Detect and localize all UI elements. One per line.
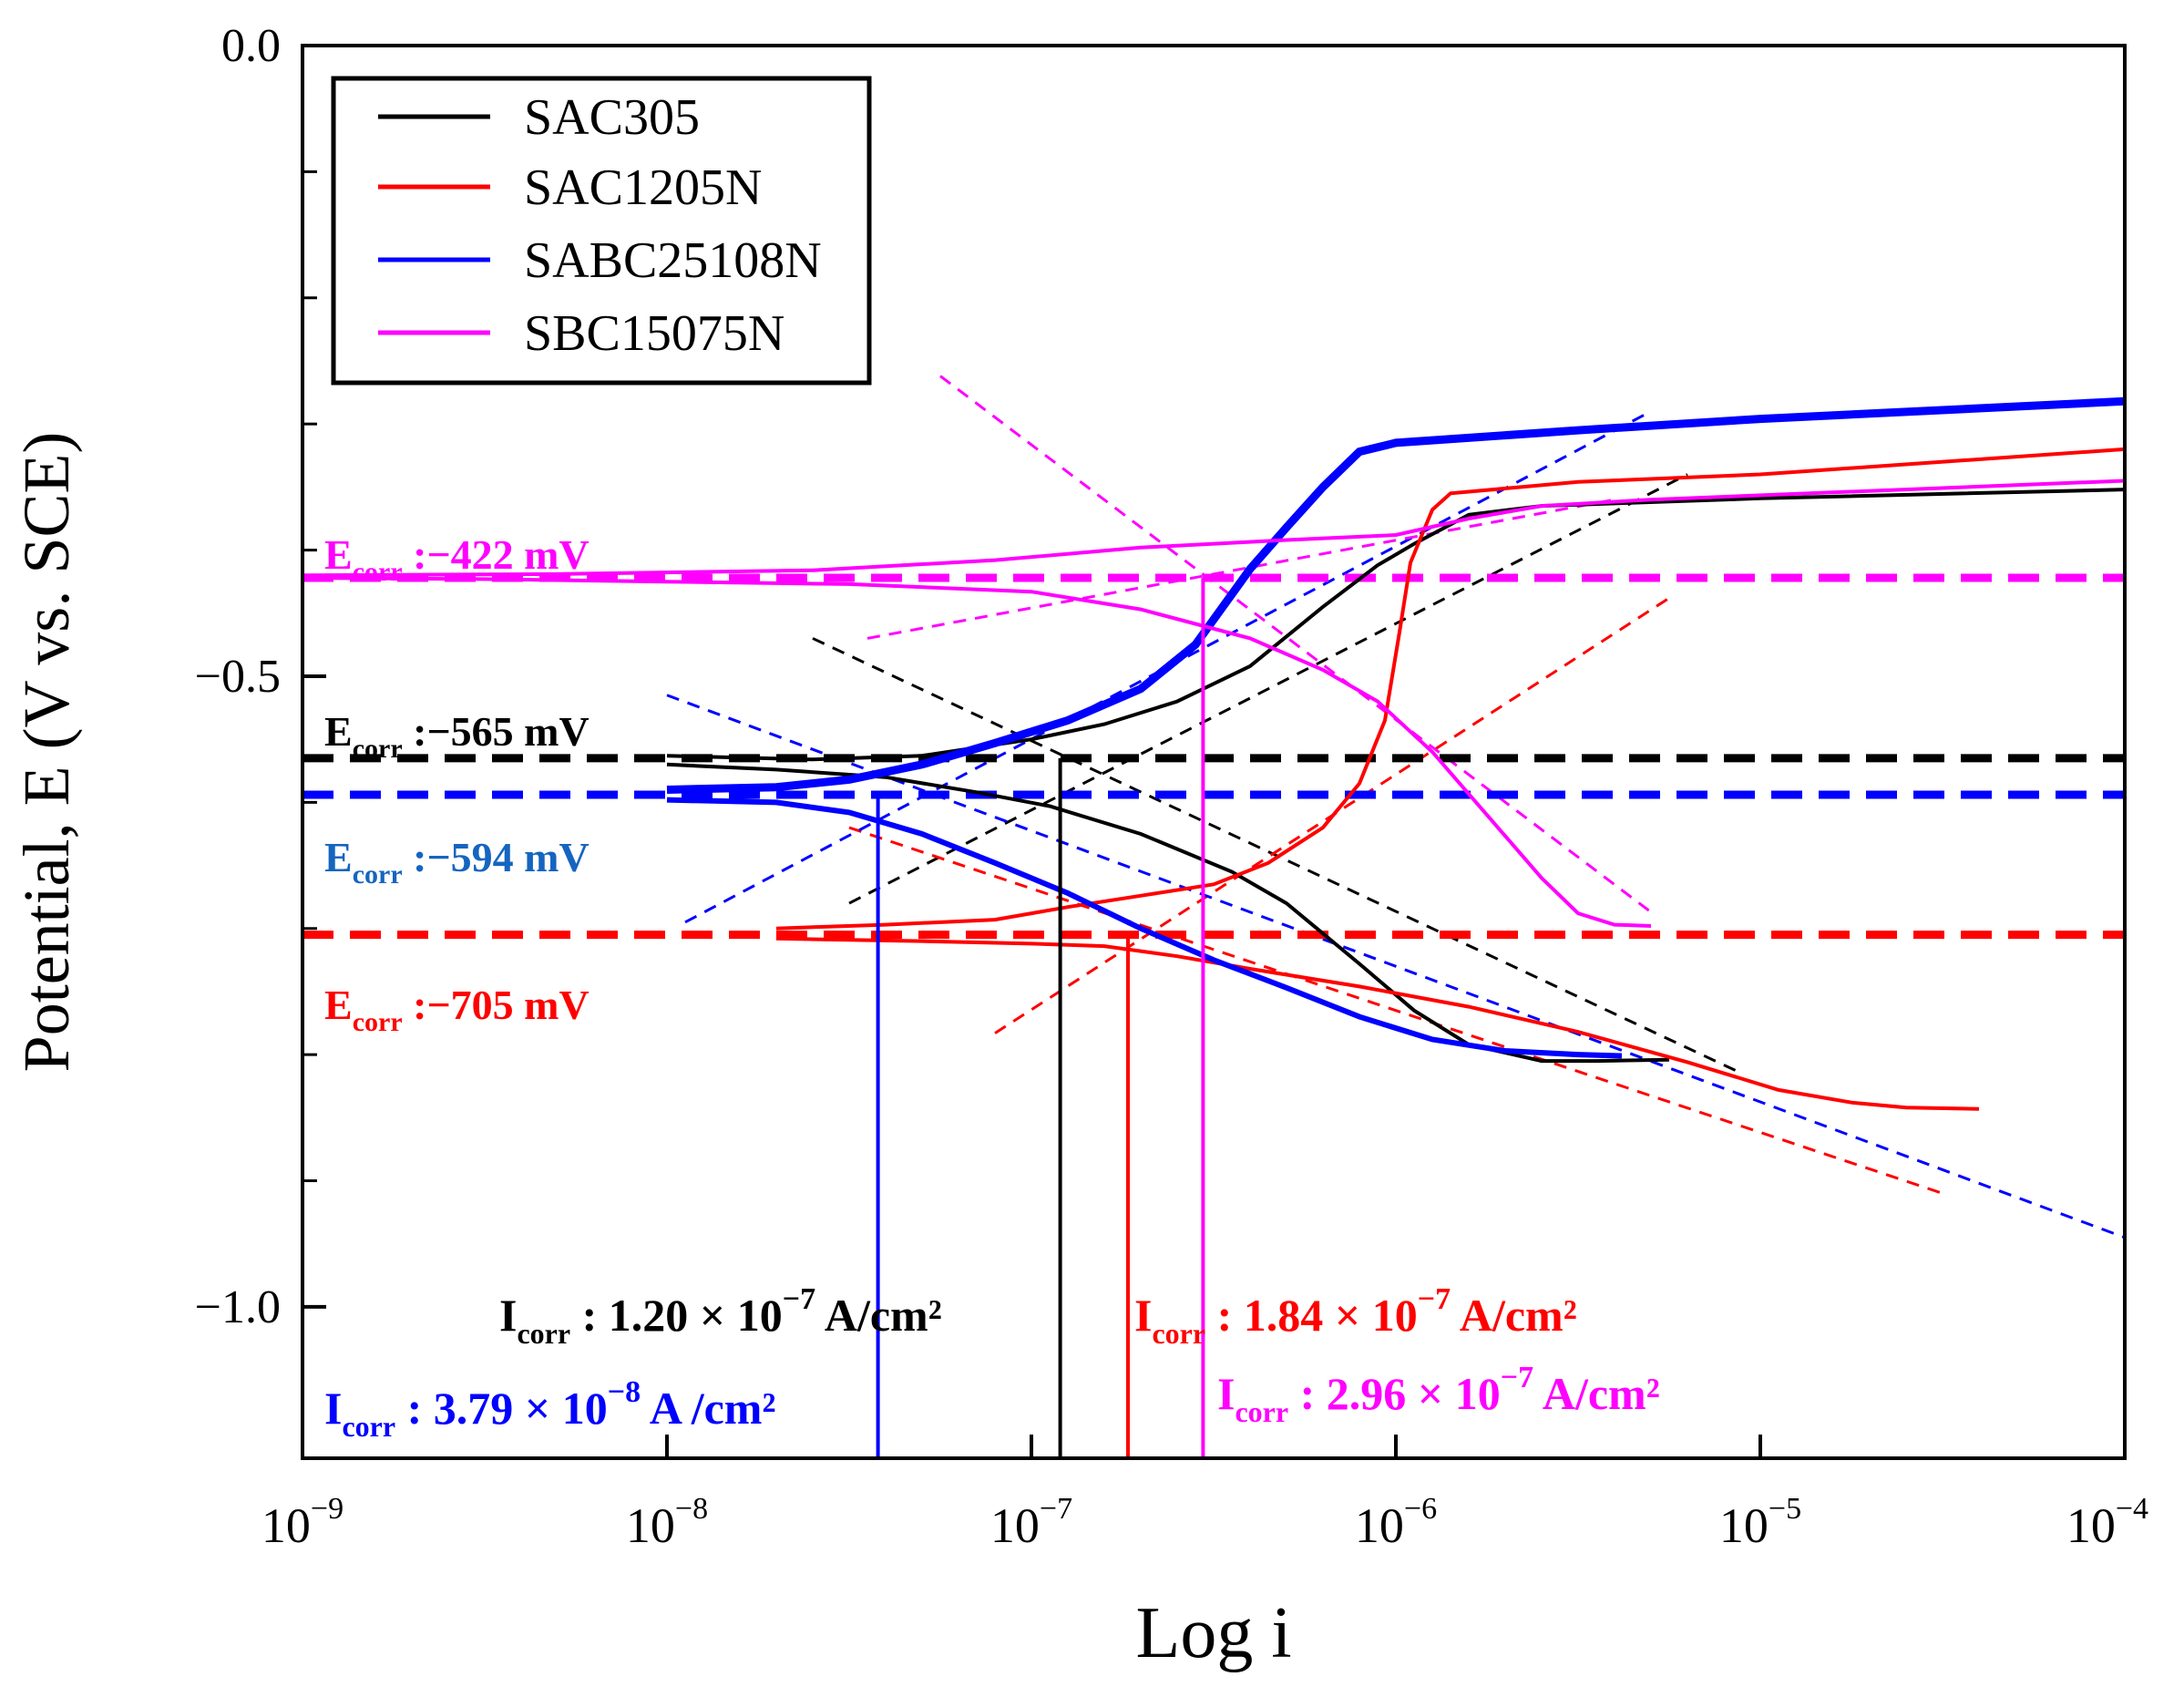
ecorr-annotations: Ecorr :−422 mV Ecorr :−565 mV Ecorr :−59… <box>324 531 590 1037</box>
ecorr-lines <box>302 573 2125 940</box>
legend-label-sabc25108n: SABC25108N <box>524 232 822 289</box>
legend-label-sac305: SAC305 <box>524 89 700 146</box>
ecorr-label-sac1205n: Ecorr :−705 mV <box>324 982 590 1037</box>
icorr-annotations: Icorr : 1.20 × 10−7 A/cm² Icorr : 1.84 ×… <box>324 1282 1660 1443</box>
x-axis-title: Log i <box>1135 1593 1291 1673</box>
curve-anodic-sabc25108n <box>666 396 2125 794</box>
plot-frame <box>301 44 2127 1460</box>
icorr-label-sbc15075n: Icorr : 2.96 × 10−7 A/cm² <box>1217 1361 1660 1428</box>
tafel-cathodic-sac1205n <box>848 826 1943 1195</box>
icorr-label-sabc25108n: Icorr : 3.79 × 10−8 A /cm² <box>324 1375 775 1443</box>
x-tick-label: 10−8 <box>626 1492 708 1553</box>
icorr-label-sac305: Icorr : 1.20 × 10−7 A/cm² <box>499 1282 942 1350</box>
curve-cathodic-sabc25108n <box>666 797 1623 1059</box>
x-tick-label: 10−5 <box>1719 1492 1801 1553</box>
y-minor-ticks <box>302 170 317 1183</box>
curve-anodic-sbc15075n <box>302 478 2125 578</box>
x-tick-labels: 10−9 10−8 10−7 10−6 10−5 10−4 <box>261 1492 2148 1553</box>
curve-cathodic-sbc15075n <box>302 576 1652 928</box>
x-tick-label: 10−4 <box>2066 1492 2148 1553</box>
x-major-ticks <box>301 1435 2127 1458</box>
ecorr-label-sabc25108n: Ecorr :−594 mV <box>324 834 590 890</box>
legend-label-sac1205n: SAC1205N <box>524 159 762 216</box>
tafel-anodic-sabc25108n <box>684 410 1652 924</box>
y-tick-label: 0.0 <box>221 20 281 72</box>
ecorr-label-sbc15075n: Ecorr :−422 mV <box>324 531 590 587</box>
y-tick-label: −1.0 <box>195 1281 281 1333</box>
curve-anodic-sac1205n <box>775 447 2125 931</box>
polarization-curves <box>302 396 2125 1111</box>
tafel-anodic-sac305 <box>848 473 1688 905</box>
y-tick-label: −0.5 <box>195 651 281 703</box>
curve-cathodic-sac1205n <box>775 936 1980 1111</box>
y-major-ticks <box>302 44 326 1309</box>
x-tick-label: 10−9 <box>261 1492 343 1553</box>
x-tick-label: 10−7 <box>990 1492 1072 1553</box>
y-tick-labels: 0.0 −0.5 −1.0 <box>195 20 281 1333</box>
y-axis-title: Potential, E (V vs. SCE) <box>10 432 83 1073</box>
legend: SAC305 SAC1205N SABC25108N SBC15075N <box>331 76 872 386</box>
curve-cathodic-sac305 <box>666 762 1670 1064</box>
legend-label-sbc15075n: SBC15075N <box>524 305 784 362</box>
icorr-label-sac1205n: Icorr : 1.84 × 10−7 A/cm² <box>1134 1282 1577 1350</box>
tafel-anodic-sbc15075n <box>866 498 1615 640</box>
tafel-cathodic-sbc15075n <box>939 375 1652 913</box>
icorr-lines <box>876 578 1205 1458</box>
x-tick-label: 10−6 <box>1355 1492 1437 1553</box>
tafel-cathodic-sabc25108n <box>666 694 2125 1240</box>
